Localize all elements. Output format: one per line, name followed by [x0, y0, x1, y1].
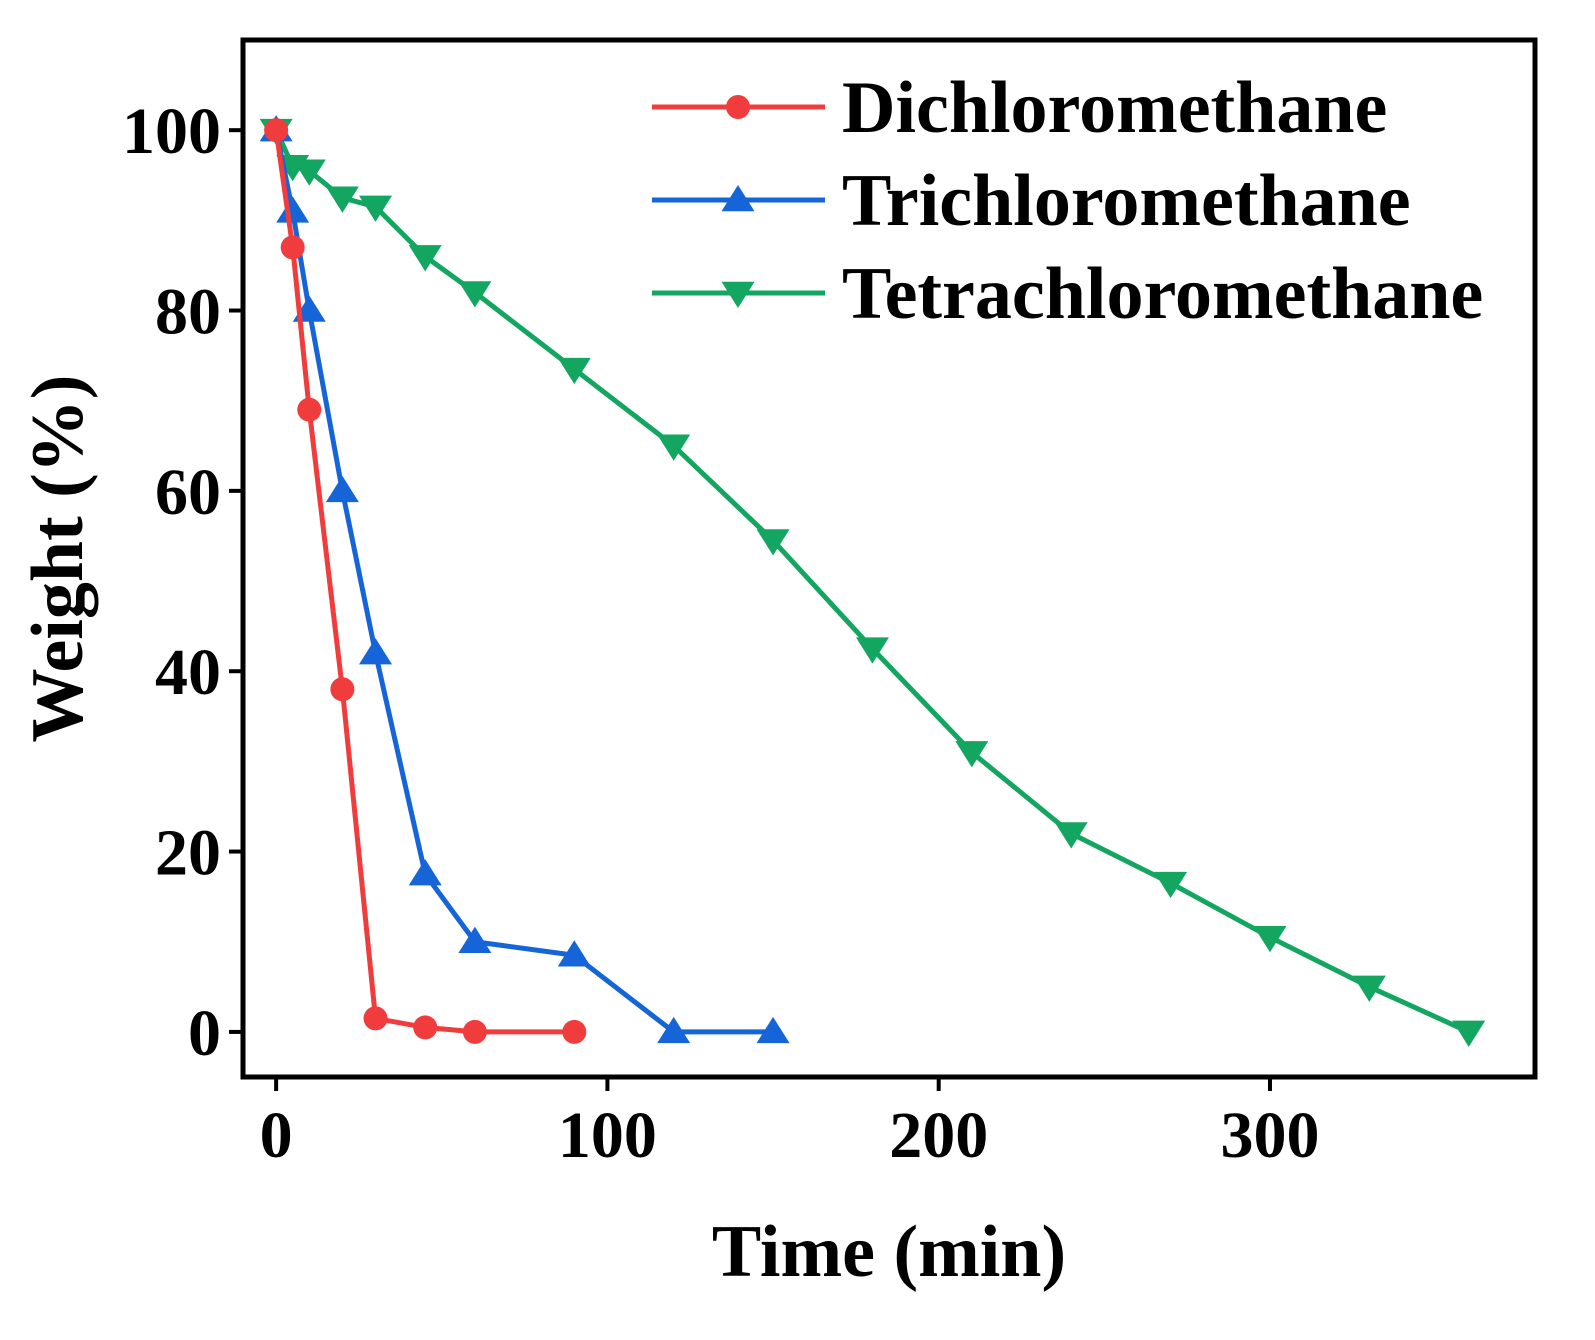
x-axis-title: Time (min): [712, 1211, 1066, 1293]
tick-layer: 0 100 200 300 0 20 40 60 80 100: [122, 95, 1319, 1172]
data-point-dichloromethane: [280, 235, 305, 260]
data-point-tetrachloromethane: [1452, 1020, 1486, 1047]
data-point-dichloromethane: [562, 1019, 587, 1044]
x-tick-label: 0: [260, 1099, 293, 1172]
series-line-trichloromethane: [273, 129, 774, 1035]
data-point-tetrachloromethane: [657, 434, 691, 461]
legend-symbol-tetrachloromethane: [721, 281, 755, 308]
data-point-trichloromethane: [458, 926, 492, 953]
y-tick-label: 60: [155, 456, 221, 529]
x-tick-label: 200: [889, 1099, 988, 1172]
y-tick-label: 100: [122, 95, 221, 168]
data-point-trichloromethane: [276, 196, 310, 223]
data-point-tetrachloromethane: [359, 195, 393, 222]
y-tick-label: 40: [155, 636, 221, 709]
legend-label-tetrachloromethane: Tetrachloromethane: [842, 253, 1483, 335]
data-point-tetrachloromethane: [756, 529, 790, 556]
data-point-dichloromethane: [264, 118, 289, 143]
data-point-tetrachloromethane: [408, 245, 442, 272]
data-point-trichloromethane: [408, 859, 442, 886]
y-tick-label: 80: [155, 276, 221, 349]
data-point-dichloromethane: [363, 1006, 388, 1031]
legend-symbol-dichloromethane: [726, 95, 750, 119]
data-point-trichloromethane: [557, 940, 591, 967]
series-layer: [259, 115, 1486, 1047]
data-point-trichloromethane: [756, 1016, 790, 1044]
data-point-tetrachloromethane: [292, 159, 326, 186]
data-point-tetrachloromethane: [1154, 871, 1188, 899]
plot-area-frame: [240, 37, 1538, 1080]
data-point-tetrachloromethane: [1054, 822, 1088, 849]
series-dichloromethane: [264, 118, 587, 1044]
y-axis-title: Weight (%): [17, 375, 99, 743]
data-point-tetrachloromethane: [955, 741, 989, 768]
data-point-tetrachloromethane: [855, 637, 889, 664]
legend-marker-trichloromethane: [721, 185, 755, 212]
legend-symbol-trichloromethane: [721, 185, 755, 212]
legend-label-dichloromethane: Dichloromethane: [842, 67, 1387, 149]
legend-label-trichloromethane: Trichloromethane: [842, 160, 1411, 242]
data-point-trichloromethane: [657, 1016, 691, 1044]
legend-marker-tetrachloromethane: [721, 281, 755, 308]
data-point-dichloromethane: [330, 677, 355, 702]
data-point-trichloromethane: [325, 475, 359, 503]
data-point-dichloromethane: [413, 1015, 438, 1040]
x-tick-label: 100: [558, 1099, 657, 1172]
data-point-tetrachloromethane: [458, 281, 492, 308]
y-tick-label: 0: [188, 997, 221, 1070]
data-point-tetrachloromethane: [325, 186, 359, 213]
y-tick-label: 20: [155, 817, 221, 890]
data-point-tetrachloromethane: [557, 357, 591, 385]
series-trichloromethane: [259, 115, 790, 1044]
legend: Dichloromethane Trichloromethane Tetrach…: [652, 67, 1483, 335]
data-point-dichloromethane: [462, 1019, 487, 1044]
data-point-tetrachloromethane: [1253, 925, 1287, 953]
legend-marker-dichloromethane: [726, 95, 750, 119]
data-point-dichloromethane: [297, 397, 322, 422]
data-point-tetrachloromethane: [1352, 975, 1386, 1002]
data-point-trichloromethane: [359, 638, 393, 665]
x-tick-label: 300: [1220, 1099, 1319, 1172]
